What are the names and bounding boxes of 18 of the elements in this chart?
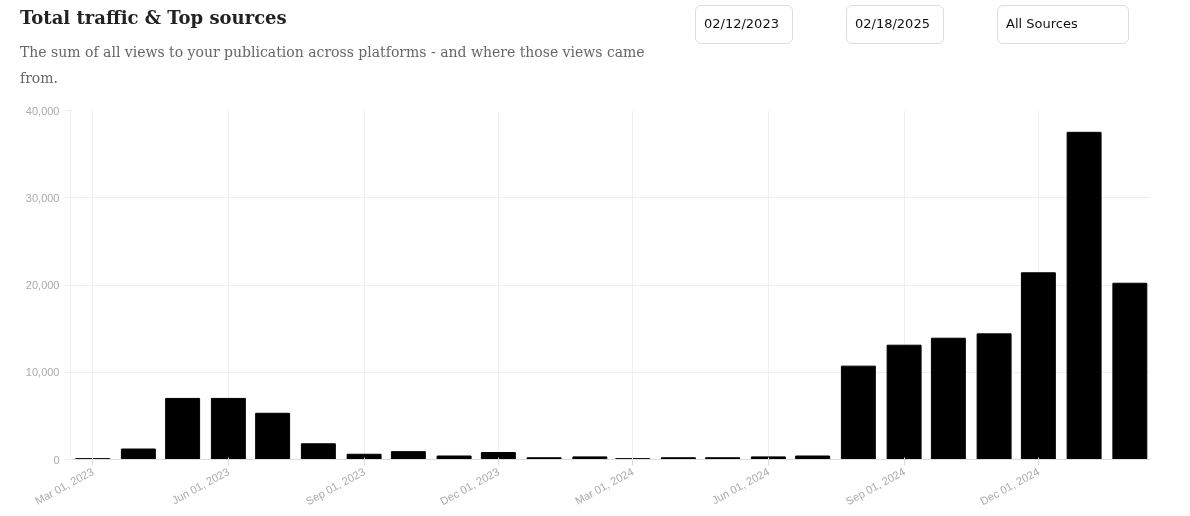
chart-title: Total traffic & Top sources — [20, 6, 288, 30]
text: All Sources — [997, 5, 1129, 44]
x-tick-label: Jun 01, 2023 — [169, 465, 232, 507]
x-tick-label: Mar 01, 2024 — [572, 465, 636, 507]
x-tick-label: Jun 01, 2024 — [709, 465, 772, 507]
text: 02/12/2023 — [695, 5, 793, 44]
y-tick-label: 30,000 — [25, 191, 60, 204]
chart-subtitle: The sum of all views to your publication across platforms - and where those views came from. — [20, 42, 646, 88]
y-tick-label: 20,000 — [25, 279, 60, 291]
x-tick-label: Sep 01, 2024 — [843, 465, 907, 508]
y-tick-label: 0 — [53, 453, 60, 466]
y-tick-label: 10,000 — [25, 366, 60, 379]
x-tick-label: Sep 01, 2023 — [303, 465, 367, 508]
x-tick-label: Dec 01, 2024 — [978, 465, 1042, 508]
x-tick-label: Dec 01, 2023 — [438, 465, 502, 508]
text: 02/18/2025 — [846, 5, 944, 44]
y-tick-label: 40,000 — [25, 104, 60, 117]
x-tick-label: Mar 01, 2023 — [32, 465, 96, 507]
